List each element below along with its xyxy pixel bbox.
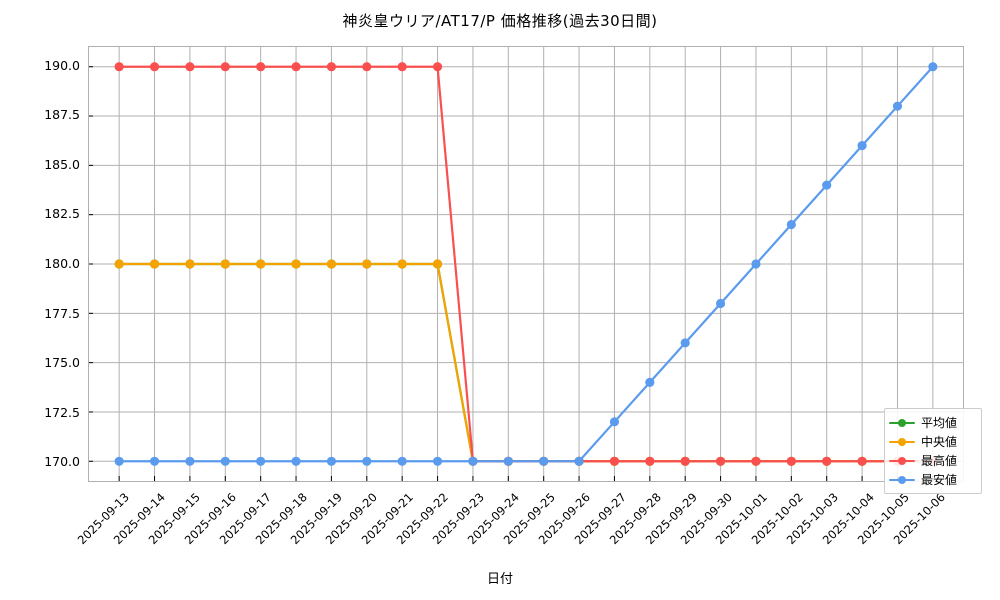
data-point <box>751 456 761 466</box>
data-point <box>326 62 337 72</box>
legend-marker-icon <box>889 436 915 448</box>
legend-item-max: 最高値 <box>889 451 976 470</box>
data-point <box>114 62 124 72</box>
data-point <box>680 456 690 466</box>
data-point <box>715 456 726 466</box>
data-point <box>397 259 407 269</box>
data-point <box>786 219 796 230</box>
y-axis-tick-label: 175.0 <box>44 355 80 371</box>
y-axis-tick-label: 187.5 <box>44 107 80 123</box>
legend-label: 最高値 <box>921 454 958 468</box>
data-point <box>220 456 230 466</box>
chart-legend[interactable]: 平均値 中央値 最高値 最安値 <box>884 408 982 494</box>
y-axis-tick-label: 177.5 <box>44 305 80 321</box>
data-point <box>751 259 761 269</box>
data-point <box>397 456 407 466</box>
data-point <box>291 259 301 269</box>
data-point <box>185 62 195 72</box>
data-point <box>892 101 903 111</box>
data-point <box>185 259 195 269</box>
data-point <box>326 456 337 466</box>
data-point <box>362 456 372 466</box>
data-point <box>149 456 160 466</box>
data-point <box>822 456 832 466</box>
data-point <box>432 456 443 466</box>
data-point <box>503 456 513 466</box>
legend-item-mean: 平均値 <box>889 413 976 432</box>
data-point <box>645 377 655 387</box>
series-line <box>118 262 934 463</box>
data-point <box>149 62 160 72</box>
plot-area <box>88 46 964 482</box>
y-axis-tick-label: 170.0 <box>44 454 80 470</box>
y-axis-tick-label: 180.0 <box>44 256 80 271</box>
legend-item-median: 中央値 <box>889 432 976 451</box>
data-point <box>256 259 266 269</box>
legend-marker-icon <box>889 417 915 429</box>
data-point <box>220 259 230 269</box>
data-point <box>432 62 443 72</box>
data-point <box>609 417 620 427</box>
y-axis-tick-label: 185.0 <box>44 156 80 172</box>
data-point <box>185 456 195 466</box>
data-point <box>857 456 867 466</box>
data-point <box>432 259 443 269</box>
data-point <box>291 62 301 72</box>
data-point <box>149 259 160 269</box>
data-series-layer <box>114 62 938 466</box>
chart-title: 神炎皇ウリア/AT17/P 価格推移(過去30日間) <box>342 12 658 30</box>
data-point <box>397 62 407 72</box>
y-axis-tick-label: 190.0 <box>44 57 80 73</box>
legend-item-min: 最安値 <box>889 470 976 489</box>
y-axis-tick-label: 172.5 <box>44 404 80 420</box>
data-point <box>291 456 301 466</box>
data-point <box>256 456 266 466</box>
legend-label: 最安値 <box>921 473 958 487</box>
data-point <box>645 456 655 466</box>
data-point <box>220 62 230 72</box>
data-point <box>715 298 726 309</box>
data-point <box>114 259 124 269</box>
legend-label: 平均値 <box>921 416 958 430</box>
series-line <box>118 65 934 463</box>
data-point <box>609 456 620 466</box>
data-point <box>539 456 549 466</box>
data-point <box>786 456 796 466</box>
data-point <box>822 180 832 190</box>
data-point <box>574 456 584 466</box>
series-line <box>118 262 934 463</box>
y-axis-tick-label: 182.5 <box>44 206 80 222</box>
legend-marker-icon <box>889 474 915 486</box>
data-point <box>362 259 372 269</box>
data-point <box>256 62 266 72</box>
data-point <box>326 259 337 269</box>
legend-marker-icon <box>889 455 915 467</box>
data-point <box>928 62 938 72</box>
data-point <box>114 456 124 466</box>
data-point <box>857 141 867 151</box>
legend-label: 中央値 <box>921 435 958 449</box>
data-point <box>468 456 478 466</box>
data-point <box>362 62 372 72</box>
x-axis-label: 日付 <box>486 572 513 587</box>
data-point <box>680 338 690 348</box>
